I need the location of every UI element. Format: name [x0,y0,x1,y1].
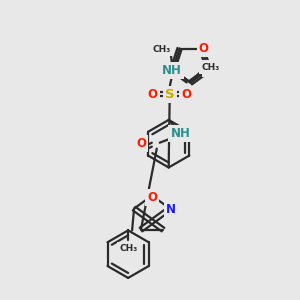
Text: CH₃: CH₃ [153,45,171,54]
Text: O: O [148,88,158,101]
Text: O: O [136,137,146,150]
Text: NH: NH [171,127,190,140]
Text: S: S [165,88,175,101]
Text: O: O [199,42,209,55]
Text: N: N [205,62,214,75]
Text: NH: NH [162,64,182,77]
Text: O: O [182,88,191,101]
Text: N: N [166,203,176,216]
Text: O: O [147,191,157,204]
Text: CH₃: CH₃ [201,63,220,72]
Text: CH₃: CH₃ [119,244,137,253]
